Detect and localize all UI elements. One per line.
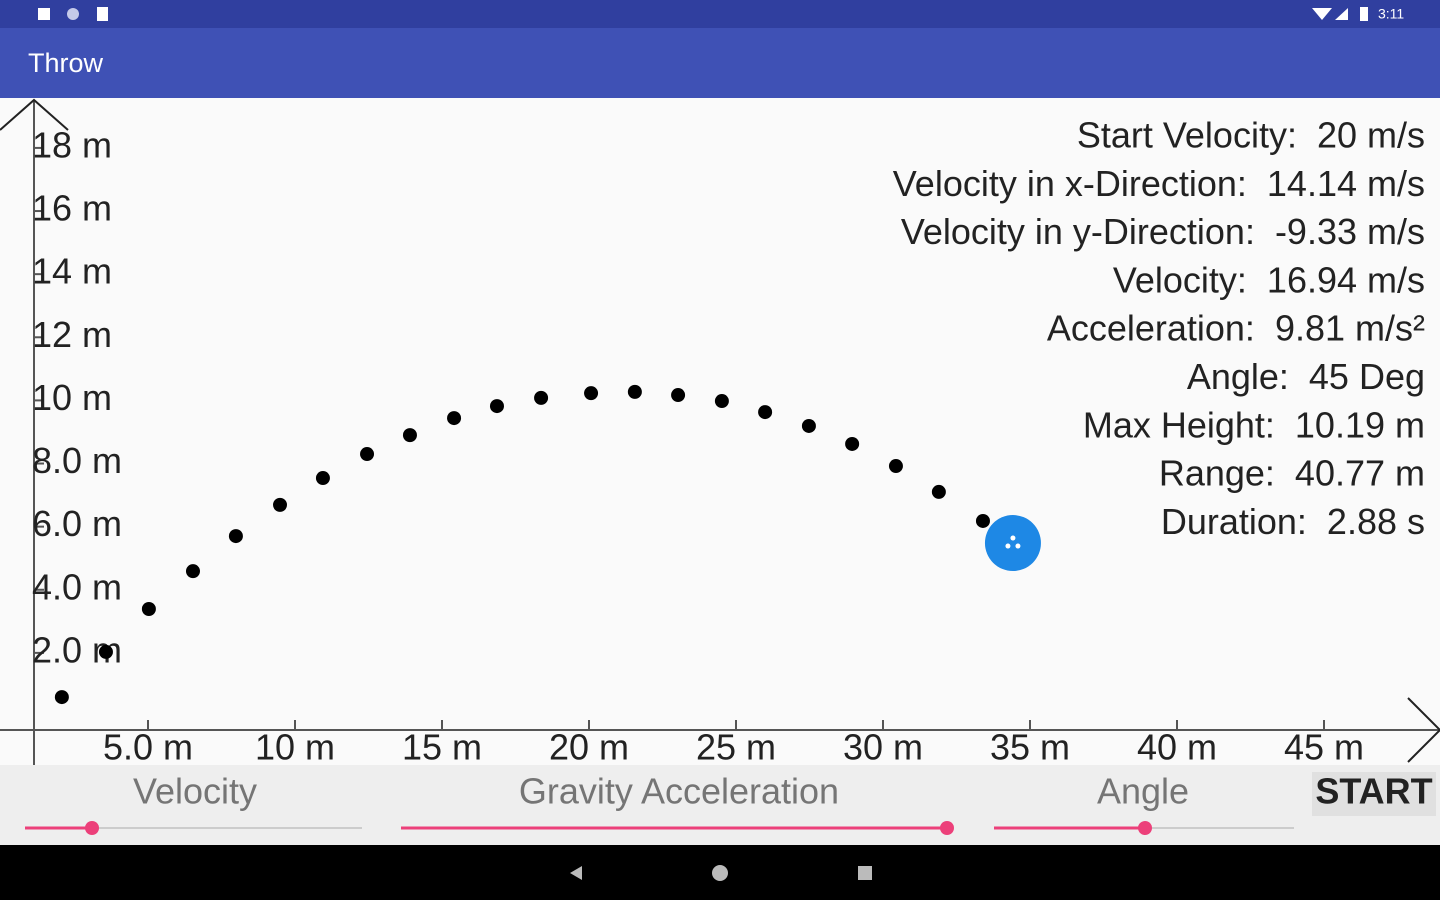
info-line: Duration: 2.88 s bbox=[1161, 501, 1425, 542]
trajectory-point bbox=[141, 602, 156, 617]
ball bbox=[984, 515, 1041, 572]
ball-dot bbox=[1015, 543, 1021, 549]
info-line: Acceleration: 9.81 m/s² bbox=[1047, 308, 1425, 349]
x-tick-label: 45 m bbox=[1284, 727, 1364, 768]
x-tick-label: 40 m bbox=[1137, 727, 1217, 768]
trajectory-point bbox=[54, 690, 69, 705]
x-tick-label: 35 m bbox=[990, 727, 1070, 768]
wifi-icon bbox=[1312, 8, 1332, 20]
y-tick-label: 10 m bbox=[32, 377, 112, 418]
y-tick-label: 12 m bbox=[32, 314, 112, 355]
info-line: Velocity in x-Direction: 14.14 m/s bbox=[893, 163, 1425, 204]
trajectory-point bbox=[931, 484, 946, 499]
trajectory-point bbox=[627, 384, 642, 399]
app-bar bbox=[0, 28, 1440, 98]
angle-label: Angle bbox=[1097, 771, 1189, 812]
start-button[interactable] bbox=[1312, 772, 1436, 816]
info-line: Velocity: 16.94 m/s bbox=[1113, 259, 1425, 300]
trajectory-point bbox=[801, 418, 816, 433]
info-line: Range: 40.77 m bbox=[1159, 453, 1425, 494]
trajectory-point bbox=[584, 386, 599, 401]
y-tick-label: 8.0 m bbox=[32, 440, 122, 481]
trajectory-point bbox=[758, 405, 773, 420]
nav-home[interactable] bbox=[712, 865, 728, 881]
trajectory-point bbox=[714, 394, 729, 409]
y-axis-arrow bbox=[0, 98, 69, 131]
status-time: 3:11 bbox=[1378, 6, 1404, 22]
app-title: Throw bbox=[28, 48, 104, 78]
trajectory-point bbox=[447, 411, 462, 426]
y-tick-label: 4.0 m bbox=[32, 566, 122, 607]
trajectory-point bbox=[975, 513, 990, 528]
signal-icon bbox=[1335, 8, 1348, 20]
trajectory-point bbox=[360, 447, 375, 462]
status-icon bbox=[38, 8, 50, 20]
trajectory-point bbox=[534, 390, 549, 405]
angle-slider[interactable] bbox=[1138, 821, 1152, 835]
trajectory-point bbox=[888, 459, 903, 474]
nav-back[interactable] bbox=[570, 866, 582, 880]
x-tick-label: 30 m bbox=[843, 727, 923, 768]
gravity-label: Gravity Acceleration bbox=[519, 771, 839, 812]
info-line: Angle: 45 Deg bbox=[1187, 356, 1425, 397]
trajectory-point bbox=[185, 564, 200, 579]
x-tick-label: 10 m bbox=[255, 727, 335, 768]
info-line: Velocity in y-Direction: -9.33 m/s bbox=[901, 211, 1425, 252]
controls-bar bbox=[0, 765, 1440, 845]
trajectory-point bbox=[273, 497, 288, 512]
x-tick-label: 25 m bbox=[696, 727, 776, 768]
ball-dot bbox=[1005, 543, 1011, 549]
ball-dot bbox=[1010, 535, 1016, 541]
trajectory-point bbox=[98, 644, 113, 659]
trajectory-point bbox=[845, 436, 860, 451]
y-tick-label: 14 m bbox=[32, 251, 112, 292]
info-line: Start Velocity: 20 m/s bbox=[1077, 115, 1425, 156]
y-tick-label: 6.0 m bbox=[32, 503, 122, 544]
velocity-label: Velocity bbox=[133, 771, 257, 812]
status-bar bbox=[0, 0, 1440, 28]
x-tick-label: 20 m bbox=[549, 727, 629, 768]
trajectory-point bbox=[228, 529, 243, 544]
x-tick-label: 5.0 m bbox=[103, 727, 193, 768]
status-icon bbox=[97, 7, 108, 21]
y-tick-label: 18 m bbox=[32, 124, 112, 165]
start-button-label[interactable]: START bbox=[1315, 771, 1432, 812]
trajectory-point bbox=[671, 388, 686, 403]
x-tick-label: 15 m bbox=[402, 727, 482, 768]
velocity-slider[interactable] bbox=[85, 821, 99, 835]
y-tick-label: 16 m bbox=[32, 188, 112, 229]
status-icon bbox=[67, 8, 79, 20]
x-axis-arrow bbox=[1407, 697, 1440, 763]
trajectory-point bbox=[489, 399, 504, 414]
trajectory-point bbox=[315, 471, 330, 486]
trajectory-point bbox=[402, 428, 417, 443]
nav-recents[interactable] bbox=[858, 866, 872, 880]
info-line: Max Height: 10.19 m bbox=[1083, 404, 1425, 445]
battery-icon bbox=[1360, 7, 1368, 21]
plot-area bbox=[0, 98, 1440, 765]
gravity-slider[interactable] bbox=[940, 821, 954, 835]
